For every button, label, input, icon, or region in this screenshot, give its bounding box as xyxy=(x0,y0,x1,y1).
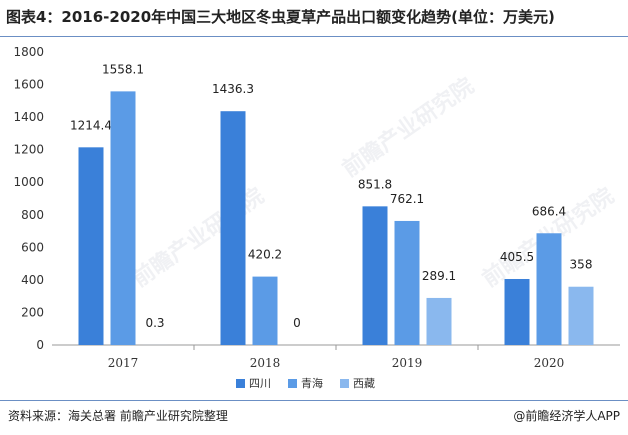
y-tick-label: 1800 xyxy=(13,45,44,59)
chart-title: 图表4：2016-2020年中国三大地区冬虫夏草产品出口额变化趋势(单位：万美元… xyxy=(6,8,555,26)
bar-青海-2019 xyxy=(394,220,420,345)
data-label: 1436.3 xyxy=(212,82,254,96)
y-tick-label: 1600 xyxy=(13,78,44,92)
y-tick-label: 0 xyxy=(36,338,44,352)
data-label: 686.4 xyxy=(532,204,566,218)
data-label: 851.8 xyxy=(358,177,392,191)
data-label: 289.1 xyxy=(422,269,456,283)
data-label: 1214.4 xyxy=(70,118,112,132)
bar-四川-2018 xyxy=(220,111,246,346)
data-label: 0 xyxy=(293,316,301,330)
y-tick-label: 1000 xyxy=(13,175,44,189)
legend-swatch-西藏 xyxy=(340,379,349,388)
bar-青海-2020 xyxy=(536,233,562,345)
data-label: 420.2 xyxy=(248,248,282,262)
x-tick-label: 2019 xyxy=(392,356,423,370)
y-tick-label: 800 xyxy=(21,208,44,222)
legend-label: 西藏 xyxy=(353,377,375,390)
y-tick-label: 1400 xyxy=(13,110,44,124)
footer-divider xyxy=(0,400,628,401)
legend-swatch-青海 xyxy=(288,379,297,388)
bar-西藏-2019 xyxy=(426,297,452,345)
y-tick-label: 400 xyxy=(21,273,44,287)
bar-四川-2017 xyxy=(78,147,104,345)
legend-label: 青海 xyxy=(301,376,323,390)
data-label: 358 xyxy=(570,258,593,272)
bar-青海-2018 xyxy=(252,276,278,345)
title-divider xyxy=(0,36,628,37)
data-label: 1558.1 xyxy=(102,62,144,76)
legend-swatch-四川 xyxy=(236,379,245,388)
x-tick-label: 2017 xyxy=(108,356,139,370)
data-label: 762.1 xyxy=(390,192,424,206)
bar-青海-2017 xyxy=(110,91,136,345)
bar-chart: 0 200 400 600 800 1000 1200 1400 1600 1800 1214.4 1… xyxy=(13,45,620,390)
bar-四川-2020 xyxy=(504,278,530,345)
y-tick-label: 200 xyxy=(21,305,44,319)
y-tick-label: 600 xyxy=(21,240,44,254)
data-label: 0.3 xyxy=(145,316,164,330)
brand-label: @前瞻经济学人APP xyxy=(513,409,620,423)
x-tick-label: 2020 xyxy=(534,356,565,370)
source-note: 资料来源：海关总署 前瞻产业研究院整理 xyxy=(8,409,228,423)
bar-西藏-2020 xyxy=(568,286,594,345)
y-tick-label: 1200 xyxy=(13,143,44,157)
bar-四川-2019 xyxy=(362,206,388,345)
x-tick-label: 2018 xyxy=(250,356,281,370)
data-label: 405.5 xyxy=(500,250,534,264)
legend-label: 四川 xyxy=(249,377,271,390)
